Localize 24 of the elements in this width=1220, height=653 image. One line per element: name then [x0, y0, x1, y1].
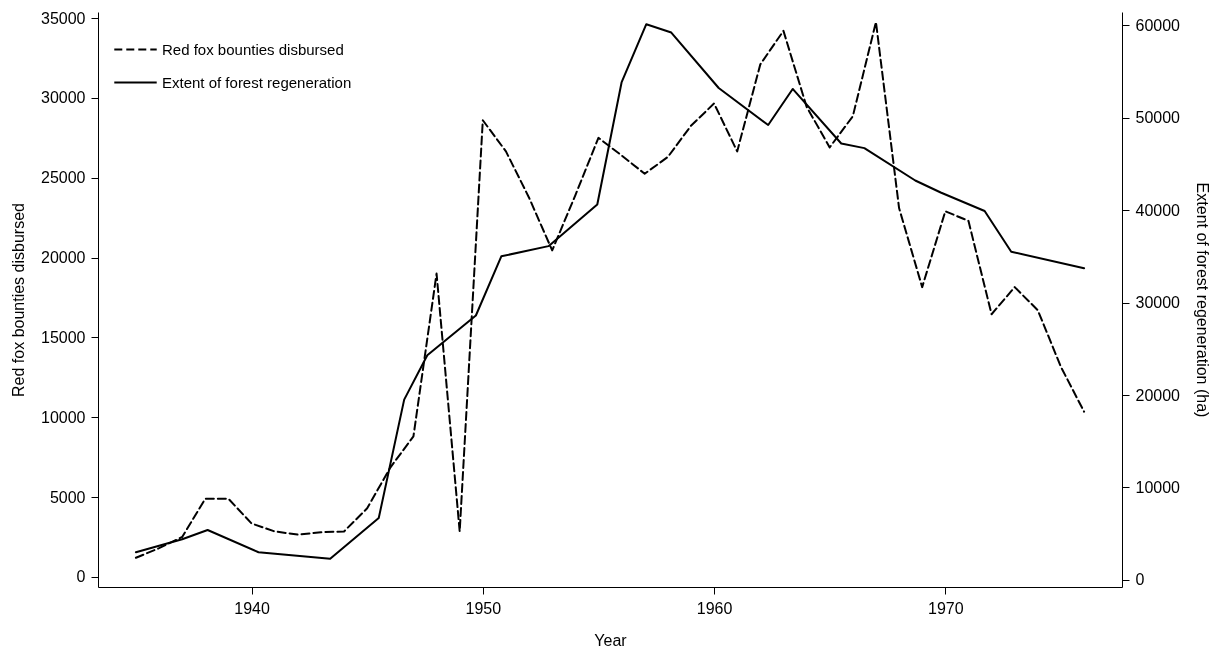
y-tick-label: 0	[76, 568, 86, 586]
y-tick-label: 5000	[49, 488, 86, 506]
y-tick-label: 20000	[41, 249, 86, 267]
y2-tick-label: 0	[1135, 571, 1145, 589]
x-tick-label: 1960	[696, 599, 733, 617]
legend-label: Red fox bounties disbursed	[162, 40, 344, 58]
x-tick-label: 1950	[465, 599, 502, 617]
y-tick-label: 25000	[41, 169, 86, 187]
y-tick-label: 10000	[41, 408, 86, 426]
y2-tick-label: 50000	[1135, 109, 1181, 127]
y2-tick-label: 30000	[1135, 294, 1181, 312]
y-tick-label: 15000	[41, 328, 86, 346]
x-tick-label: 1970	[928, 599, 964, 617]
y2-tick-label: 40000	[1135, 201, 1181, 219]
y-axis-title: Red fox bounties disbursed	[10, 203, 28, 397]
x-axis-title: Year	[594, 631, 628, 649]
legend-label: Extent of forest regeneration	[162, 73, 352, 91]
y2-tick-label: 60000	[1135, 16, 1181, 34]
y2-axis-title: Extent of forest regeneration (ha)	[1193, 182, 1211, 418]
y2-tick-label: 10000	[1135, 479, 1181, 496]
y2-tick-label: 20000	[1135, 386, 1181, 404]
y-tick-label: 30000	[41, 89, 86, 107]
y-tick-label: 35000	[41, 9, 86, 27]
x-tick-label: 1940	[234, 599, 270, 617]
